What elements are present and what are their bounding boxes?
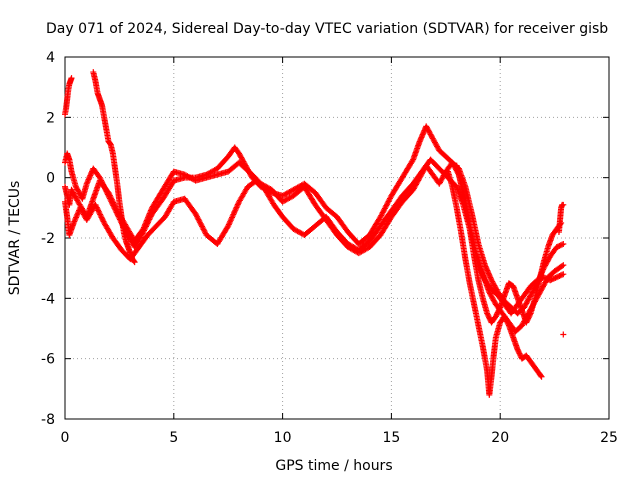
data-point <box>560 262 567 269</box>
data-point <box>105 189 112 196</box>
data-point <box>109 198 116 205</box>
series-trace-5 <box>90 69 138 266</box>
series-trace-4 <box>62 75 75 118</box>
data-point <box>505 321 512 328</box>
data-point <box>553 244 560 251</box>
data-point <box>409 157 416 164</box>
data-point <box>97 211 104 218</box>
data-point <box>110 199 117 206</box>
x-tick-label: 0 <box>61 430 70 446</box>
series-trace-8 <box>555 201 567 235</box>
y-tick-label: 2 <box>46 110 55 126</box>
data-point <box>68 75 75 82</box>
data-point <box>93 204 100 211</box>
data-point <box>106 192 113 199</box>
x-tick-labels: 0 5 10 15 20 25 <box>61 430 618 446</box>
data-point <box>560 241 567 248</box>
y-tick-label: -8 <box>41 412 55 428</box>
y-tick-label: -4 <box>41 291 55 307</box>
x-tick-label: 5 <box>169 430 178 446</box>
y-tick-label: -6 <box>41 352 55 368</box>
x-tick-label: 25 <box>600 430 618 446</box>
x-axis-title: GPS time / hours <box>275 458 392 474</box>
data-point <box>98 214 105 221</box>
data-point <box>94 205 101 212</box>
data-point <box>92 201 99 208</box>
y-tick-labels: -8 -6 -4 -2 0 2 4 <box>41 50 55 428</box>
y-tick-label: 4 <box>46 50 55 66</box>
y-axis-title: SDTVAR / TECUs <box>7 181 23 296</box>
series-trace-9 <box>560 331 567 338</box>
series-trace-3 <box>62 156 567 335</box>
data-point <box>107 193 114 200</box>
series-trace-2 <box>62 159 567 317</box>
data-point <box>95 208 102 215</box>
data-point <box>97 212 104 219</box>
series-trace-7 <box>453 162 565 326</box>
data-point <box>556 242 563 249</box>
data-point <box>555 273 562 280</box>
axis-ticks <box>64 56 610 420</box>
data-points <box>62 69 567 398</box>
data-point <box>527 311 534 318</box>
data-point <box>110 200 117 207</box>
data-point <box>111 202 118 209</box>
data-point <box>556 273 563 280</box>
chart-title: Day 071 of 2024, Sidereal Day-to-day VTE… <box>46 21 608 37</box>
data-point <box>108 195 115 202</box>
data-point <box>557 272 564 279</box>
data-point <box>560 201 567 208</box>
x-tick-label: 15 <box>382 430 400 446</box>
data-point <box>93 203 100 210</box>
data-point <box>130 258 137 265</box>
data-point <box>553 274 560 281</box>
data-point <box>108 196 115 203</box>
data-point <box>559 263 566 270</box>
data-point <box>99 215 106 222</box>
data-point <box>557 242 564 249</box>
y-tick-label: 0 <box>46 171 55 187</box>
x-tick-label: 10 <box>274 430 292 446</box>
data-point <box>560 271 567 278</box>
data-point <box>538 373 545 380</box>
data-point <box>96 210 103 217</box>
x-tick-label: 20 <box>491 430 509 446</box>
data-point <box>555 243 562 250</box>
data-point <box>95 207 102 214</box>
data-point <box>558 241 565 248</box>
data-point <box>496 305 503 312</box>
data-point <box>558 271 565 278</box>
data-point <box>99 217 106 224</box>
series-trace-6 <box>444 168 545 398</box>
data-point <box>106 191 113 198</box>
series-trace-1 <box>62 123 567 317</box>
y-tick-label: -2 <box>41 231 55 247</box>
data-point <box>549 276 556 283</box>
data-point <box>131 259 138 266</box>
data-point <box>552 274 559 281</box>
data-point <box>537 372 544 379</box>
data-point <box>551 275 558 282</box>
data-point <box>560 331 567 338</box>
